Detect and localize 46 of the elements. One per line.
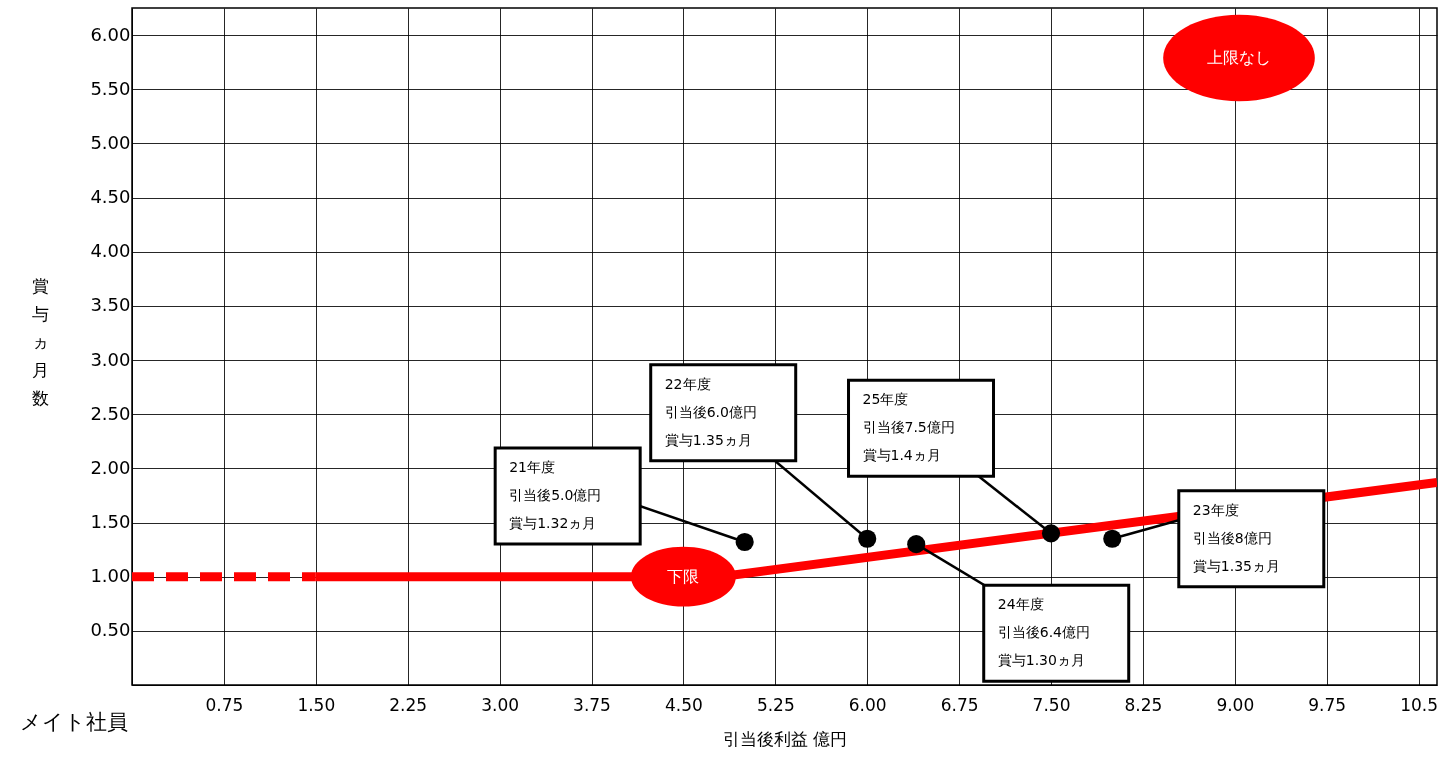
x-tick-label: 3.75 — [573, 694, 611, 715]
x-axis-title: 引当後利益 億円 — [722, 728, 848, 749]
y-tick-label: 1.00 — [90, 565, 131, 587]
annotation: 賞与1.35ヵ月 — [1192, 557, 1280, 574]
y-tick-label: 4.00 — [90, 240, 131, 262]
y-tick-label: 0.50 — [90, 619, 131, 641]
annotation: 引当後6.0億円 — [664, 403, 757, 420]
annotation: 22年度 — [664, 375, 711, 392]
y-axis-title: 賞与ヵ月数 — [32, 276, 49, 408]
y-tick-label: 6.00 — [90, 23, 131, 45]
annotation: 下限 — [667, 566, 700, 586]
x-tick-label: 6.75 — [940, 694, 979, 715]
annotation: 引当後6.4億円 — [997, 624, 1090, 641]
annotation: 引当後8億円 — [1192, 529, 1272, 546]
annotation: 賞与1.4ヵ月 — [862, 447, 941, 464]
y-tick-label: 1.50 — [90, 511, 131, 533]
y-tick-label: 4.50 — [90, 186, 131, 208]
text: メイト社員 — [20, 710, 128, 734]
annotation: 賞与1.32ヵ月 — [509, 515, 597, 532]
annotation: 25年度 — [862, 391, 909, 408]
x-tick-label: 10.5 — [1400, 694, 1439, 715]
x-tick-label: 0.75 — [205, 694, 244, 715]
x-tick-label: 5.25 — [756, 694, 795, 715]
x-tick-label: 8.25 — [1124, 694, 1163, 715]
annotation: 上限なし — [1207, 48, 1271, 67]
x-tick-label: 2.25 — [389, 694, 428, 715]
x-tick-label: 9.75 — [1308, 694, 1347, 715]
x-tick-label: 9.00 — [1216, 694, 1255, 715]
x-tick-label: 7.50 — [1032, 694, 1071, 715]
annotation: 24年度 — [997, 596, 1044, 613]
x-tick-label: 1.50 — [297, 694, 336, 715]
y-tick-label: 3.00 — [90, 348, 131, 370]
annotation: 23年度 — [1192, 501, 1239, 518]
annotation: 賞与1.35ヵ月 — [664, 431, 752, 448]
y-tick-label: 2.00 — [90, 456, 131, 478]
annotation: 引当後7.5億円 — [862, 419, 955, 436]
y-tick-label: 2.50 — [90, 402, 131, 424]
y-tick-label: 5.00 — [90, 131, 131, 153]
x-tick-label: 6.00 — [848, 694, 887, 715]
annotation: 賞与1.30ヵ月 — [997, 652, 1085, 669]
annotation: 引当後5.0億円 — [509, 487, 602, 504]
y-tick-label: 5.50 — [90, 77, 131, 99]
x-tick-label: 4.50 — [664, 694, 703, 715]
annotation: 21年度 — [509, 459, 555, 476]
x-tick-label: 3.00 — [481, 694, 520, 715]
y-tick-label: 3.50 — [90, 294, 131, 316]
